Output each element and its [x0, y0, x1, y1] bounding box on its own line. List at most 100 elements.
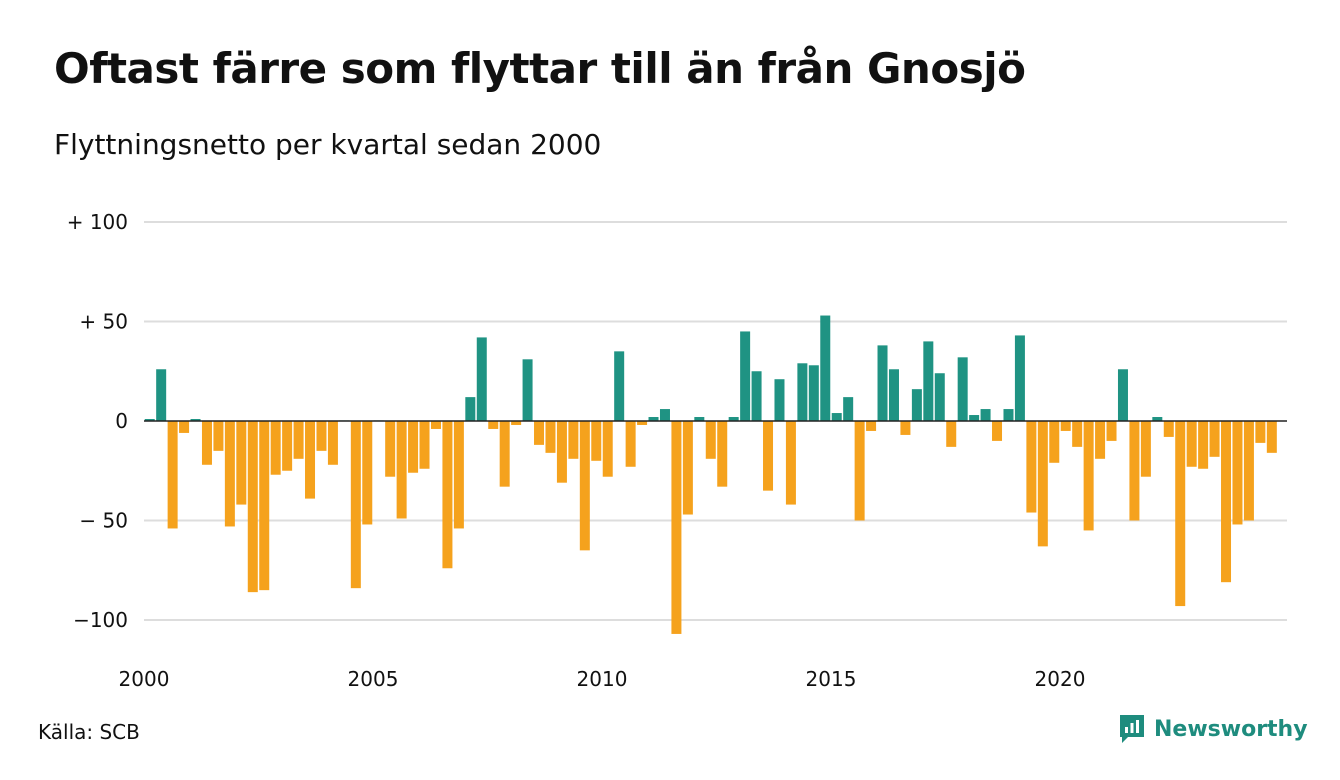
bar — [568, 421, 579, 459]
bar — [797, 363, 808, 421]
y-tick-label: + 50 — [79, 310, 128, 334]
bar — [1117, 369, 1128, 421]
y-axis-ticks: + 100 + 50 0 − 50 −100 — [67, 210, 128, 632]
bar — [327, 421, 338, 465]
newsworthy-logo-icon — [1120, 715, 1144, 743]
bar — [648, 417, 659, 421]
bar — [763, 421, 774, 491]
bar — [671, 421, 682, 634]
bar — [179, 421, 190, 433]
bar — [1037, 421, 1048, 547]
x-tick-label: 2010 — [577, 667, 628, 691]
bar — [511, 421, 522, 425]
bar — [1014, 335, 1025, 421]
bar — [167, 421, 178, 529]
x-tick-label: 2015 — [806, 667, 857, 691]
bar — [247, 421, 258, 593]
bar — [957, 357, 968, 421]
bar — [911, 389, 922, 421]
bar — [625, 421, 636, 467]
bar — [1026, 421, 1037, 513]
bar — [1243, 421, 1254, 521]
bar — [717, 421, 728, 487]
bar — [831, 413, 842, 421]
bar — [1072, 421, 1083, 447]
bar — [190, 419, 201, 421]
bar — [1106, 421, 1117, 441]
bar — [591, 421, 602, 461]
bar — [1163, 421, 1174, 437]
bar — [866, 421, 877, 431]
bar — [293, 421, 304, 459]
chart-subtitle: Flyttningsnetto per kvartal sedan 2000 — [54, 128, 602, 161]
bar — [705, 421, 716, 459]
bar — [1232, 421, 1243, 525]
bar — [396, 421, 407, 519]
bar — [614, 351, 625, 421]
bar — [499, 421, 510, 487]
bar — [980, 409, 991, 421]
bar — [728, 417, 739, 421]
bar — [854, 421, 865, 521]
bar — [888, 369, 899, 421]
bar — [488, 421, 499, 429]
bar — [534, 421, 545, 445]
bar — [362, 421, 373, 525]
bar — [1175, 421, 1186, 607]
bar-chart: + 100 + 50 0 − 50 −100 2000 2005 2010 2015 2020 — [67, 210, 1287, 691]
bar — [144, 419, 155, 421]
bar — [1003, 409, 1014, 421]
bar — [637, 421, 648, 425]
bar — [934, 373, 945, 421]
bar — [602, 421, 613, 477]
bar — [419, 421, 430, 469]
bar — [1255, 421, 1266, 443]
bar — [877, 345, 888, 421]
bar — [350, 421, 361, 589]
bar — [969, 415, 980, 421]
x-tick-label: 2005 — [348, 667, 399, 691]
bar — [430, 421, 441, 429]
bar — [1186, 421, 1197, 467]
bar — [900, 421, 911, 435]
x-tick-label: 2000 — [119, 667, 170, 691]
bar — [270, 421, 281, 475]
y-tick-label: + 100 — [67, 210, 128, 234]
bar — [1152, 417, 1163, 421]
y-tick-label: 0 — [115, 409, 128, 433]
bar — [224, 421, 235, 527]
bar — [213, 421, 224, 451]
brand-logo[interactable]: Newsworthy — [1118, 713, 1308, 745]
bar — [946, 421, 957, 447]
bar — [820, 315, 831, 421]
bar — [201, 421, 212, 465]
bar — [774, 379, 785, 421]
bar — [259, 421, 270, 591]
bar — [785, 421, 796, 505]
bar — [740, 331, 751, 421]
source-note: Källa: SCB — [38, 720, 140, 744]
bar — [1083, 421, 1094, 531]
bar — [1049, 421, 1060, 463]
bar — [992, 421, 1003, 441]
bar — [556, 421, 567, 483]
bar — [808, 365, 819, 421]
bar — [1140, 421, 1151, 477]
bar — [522, 359, 533, 421]
bar — [1266, 421, 1277, 453]
bar — [156, 369, 167, 421]
bar — [408, 421, 419, 473]
bar — [843, 397, 854, 421]
bar — [545, 421, 556, 453]
bar — [751, 371, 762, 421]
bar — [465, 397, 476, 421]
y-tick-label: − 50 — [79, 509, 128, 533]
bar — [282, 421, 293, 471]
y-tick-label: −100 — [73, 608, 128, 632]
bar — [453, 421, 464, 529]
x-axis-ticks: 2000 2005 2010 2015 2020 — [119, 667, 1086, 691]
brand-name: Newsworthy — [1154, 716, 1308, 742]
bar — [1060, 421, 1071, 431]
bar — [1198, 421, 1209, 469]
grid-lines — [144, 221, 1287, 621]
